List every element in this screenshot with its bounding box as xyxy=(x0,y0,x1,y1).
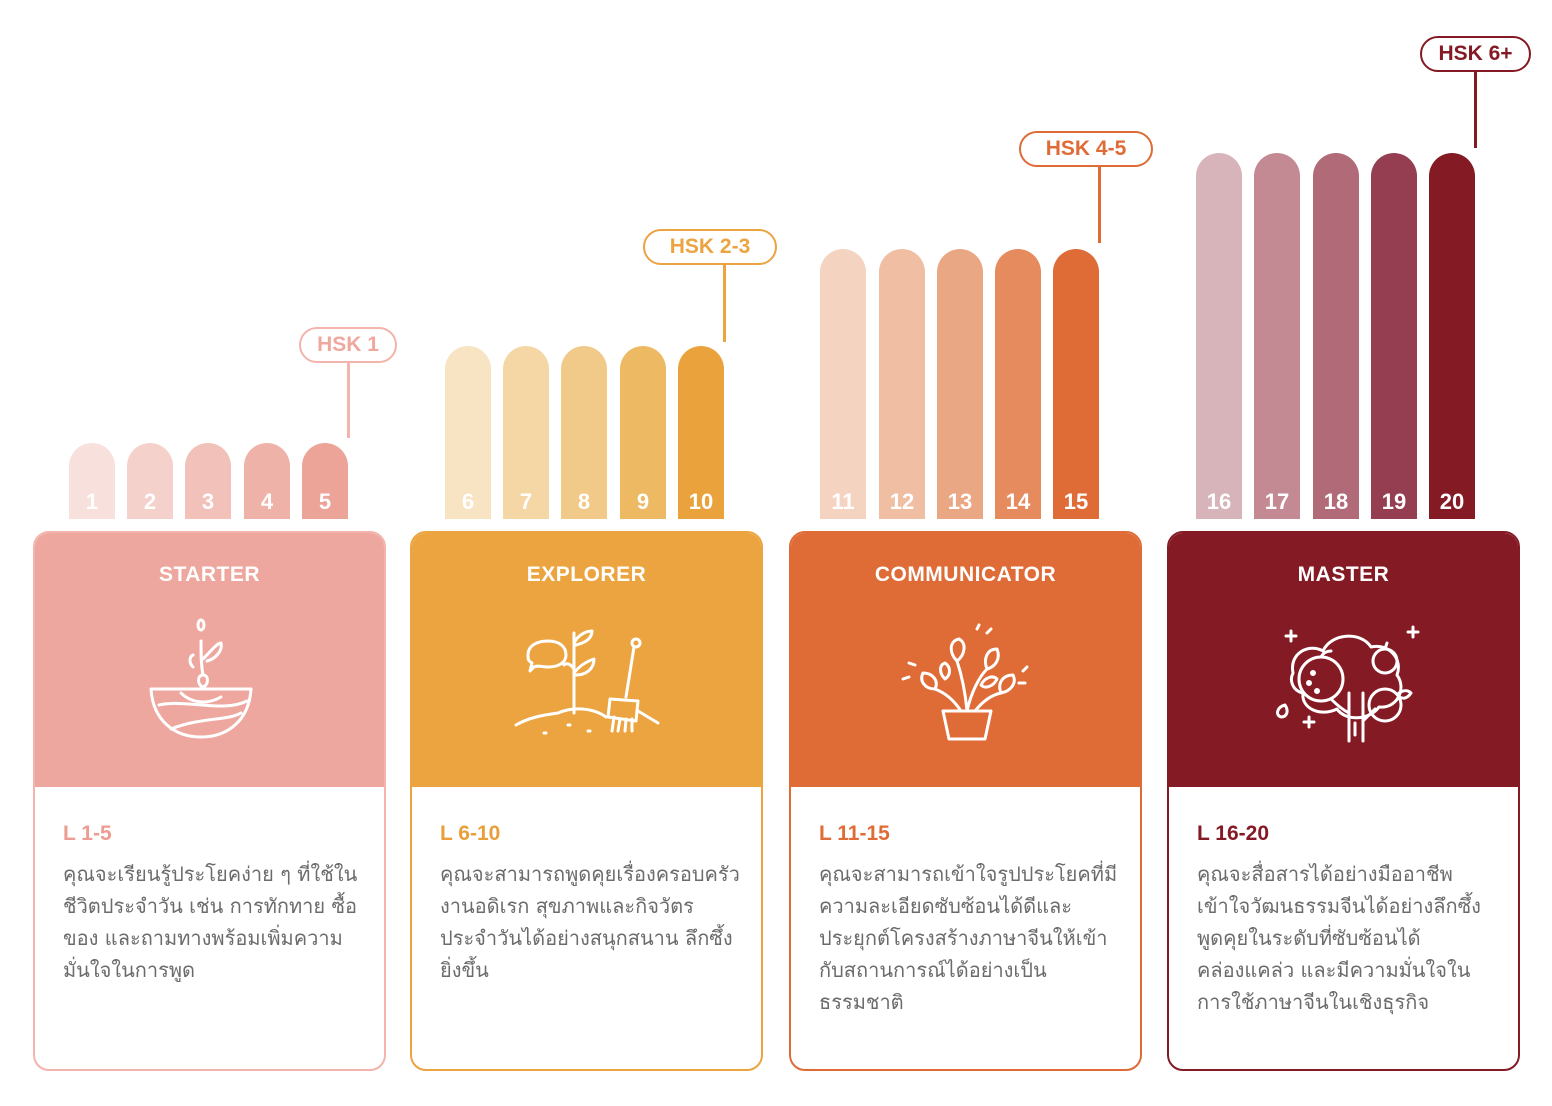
hsk-badge-connector xyxy=(1098,167,1101,243)
level-number: 2 xyxy=(143,489,157,514)
level-bar-18: 18 xyxy=(1313,153,1359,519)
level-bar-3: 3 xyxy=(185,443,231,519)
hsk-badge-1: HSK 1 xyxy=(299,327,397,363)
hsk-badge-6-plus: HSK 6+ xyxy=(1420,36,1531,72)
potted-plant-icon xyxy=(901,623,1029,741)
level-number: 20 xyxy=(1439,489,1465,514)
level-bar-10: 10 xyxy=(678,346,724,519)
stage-card-header: COMMUNICATOR xyxy=(791,533,1140,787)
level-number: 13 xyxy=(947,489,973,514)
stage-card-master: MASTER L 16-20 คุณจะสื่อสารได xyxy=(1167,531,1520,1071)
level-number: 18 xyxy=(1323,489,1349,514)
level-number: 8 xyxy=(577,489,591,514)
level-bar-19: 19 xyxy=(1371,153,1417,519)
level-bar-11: 11 xyxy=(820,249,866,519)
level-number: 15 xyxy=(1063,489,1089,514)
seedling-icon xyxy=(149,618,253,739)
stage-title: MASTER xyxy=(1297,563,1390,586)
level-bar-5: 5 xyxy=(302,443,348,519)
level-bar-17: 17 xyxy=(1254,153,1300,519)
level-bar-14: 14 xyxy=(995,249,1041,519)
fruit-tree-icon xyxy=(1276,625,1420,743)
level-bar-12: 12 xyxy=(879,249,925,519)
level-bar-8: 8 xyxy=(561,346,607,519)
level-number: 4 xyxy=(260,489,274,514)
hsk-badge-connector xyxy=(347,363,350,438)
stage-title: COMMUNICATOR xyxy=(874,563,1057,586)
hsk-badge-2-3: HSK 2-3 xyxy=(643,229,777,265)
level-number: 1 xyxy=(85,489,99,514)
level-bar-9: 9 xyxy=(620,346,666,519)
level-number: 9 xyxy=(636,489,650,514)
level-number: 16 xyxy=(1206,489,1232,514)
level-number: 12 xyxy=(889,489,915,514)
level-bar-16: 16 xyxy=(1196,153,1242,519)
stage-card-header: MASTER xyxy=(1169,533,1518,787)
level-number: 11 xyxy=(831,489,855,514)
hsk-badge-connector xyxy=(723,265,726,342)
stage-description: คุณจะสามารถเข้าใจรูปประโยคที่มีความละเอี… xyxy=(819,862,1118,1014)
level-number: 14 xyxy=(1005,489,1031,514)
level-number: 5 xyxy=(318,489,332,514)
level-bar-15: 15 xyxy=(1053,249,1099,519)
stage-description: คุณจะเรียนรู้ประโยคง่าย ๆ ที่ใช้ในชีวิตป… xyxy=(63,862,358,982)
stage-card-explorer: EXPLORER L 6-10 คุณจะสามารถพูดคุยเรื่องค… xyxy=(410,531,763,1071)
level-bar-2: 2 xyxy=(127,443,173,519)
stage-card-starter: STARTER L 1-5 คุณจะเรียนรู้ประโยคง่าย ๆ … xyxy=(33,531,386,1071)
level-bar-4: 4 xyxy=(244,443,290,519)
stage-lesson-range: L 11-15 xyxy=(819,822,890,845)
level-number: 10 xyxy=(688,489,714,514)
level-number: 3 xyxy=(201,489,215,514)
stage-card-header: STARTER xyxy=(35,533,384,787)
stage-card-header: EXPLORER xyxy=(412,533,761,787)
hsk-badge-connector xyxy=(1474,72,1477,148)
stage-card-communicator: COMMUNICATOR L 11-15 คุณจะสามารถเข้าใจรู… xyxy=(789,531,1142,1071)
level-number: 6 xyxy=(461,489,475,514)
level-bar-20: 20 xyxy=(1429,153,1475,519)
stage-lesson-range: L 1-5 xyxy=(63,822,112,845)
stage-lesson-range: L 16-20 xyxy=(1197,822,1269,845)
level-bar-7: 7 xyxy=(503,346,549,519)
stage-title: EXPLORER xyxy=(526,563,647,586)
stage-lesson-range: L 6-10 xyxy=(440,822,501,845)
stage-description: คุณจะสื่อสารได้อย่างมืออาชีพ เข้าใจวัฒนธ… xyxy=(1197,862,1481,1014)
stage-title: STARTER xyxy=(158,563,261,586)
level-number: 17 xyxy=(1264,489,1290,514)
hsk-badge-4-5: HSK 4-5 xyxy=(1019,131,1153,167)
level-number: 7 xyxy=(519,489,533,514)
level-bar-1: 1 xyxy=(69,443,115,519)
level-bar-6: 6 xyxy=(445,346,491,519)
sprout-rake-icon xyxy=(514,629,660,735)
stage-description: คุณจะสามารถพูดคุยเรื่องครอบครัว งานอดิเร… xyxy=(440,862,740,982)
level-bar-13: 13 xyxy=(937,249,983,519)
level-number: 19 xyxy=(1381,489,1407,514)
